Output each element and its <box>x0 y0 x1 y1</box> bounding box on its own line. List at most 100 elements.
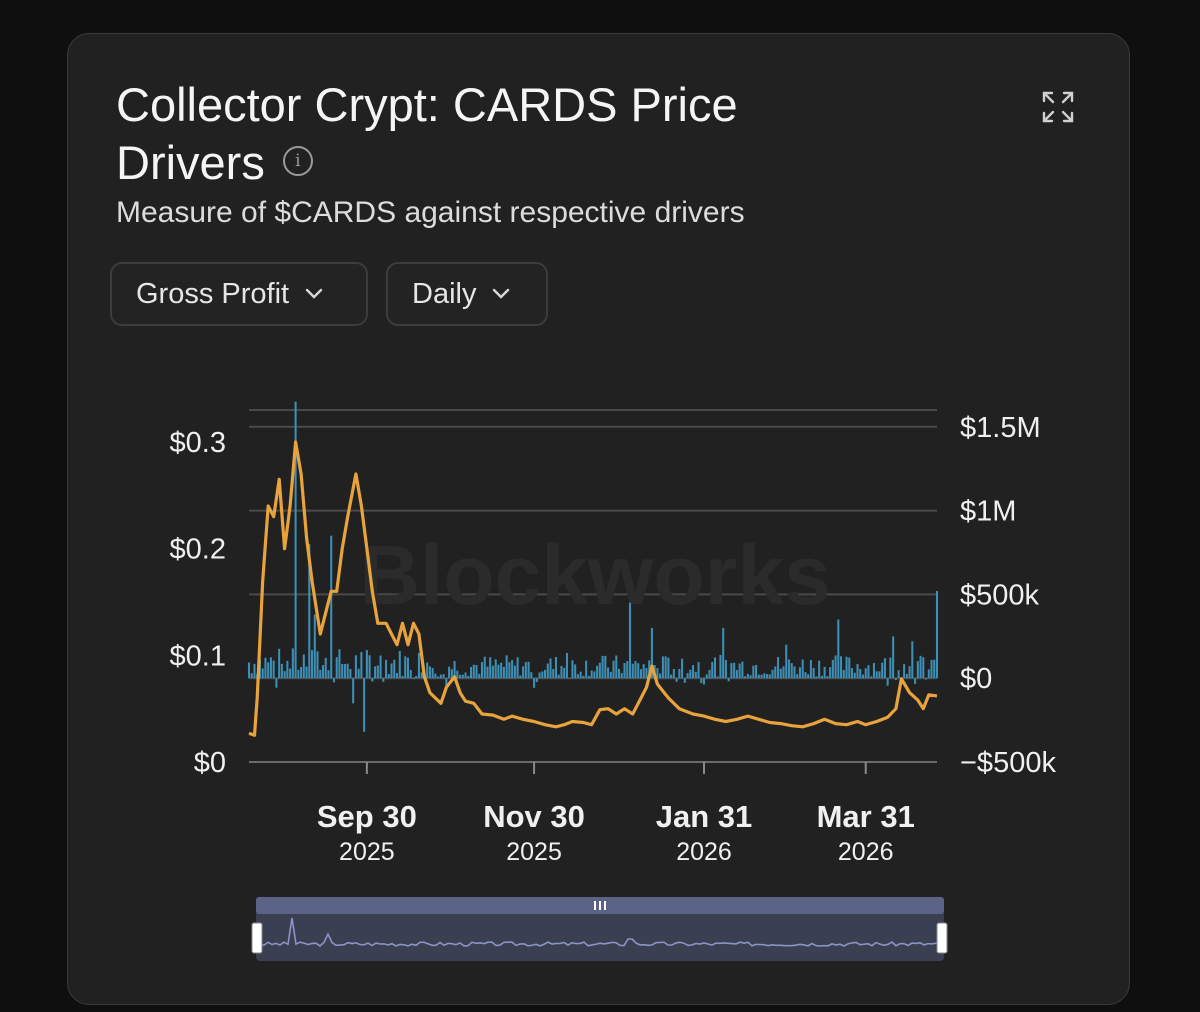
gross-profit-bar <box>554 657 558 679</box>
gross-profit-bar <box>861 674 865 679</box>
gross-profit-bar <box>922 657 925 679</box>
gross-profit-bar <box>387 673 390 679</box>
gross-profit-bar <box>313 614 316 679</box>
gross-profit-bar <box>428 666 431 679</box>
gross-profit-bar <box>826 676 829 679</box>
gross-profit-bar <box>645 668 648 679</box>
gross-profit-bar <box>269 657 272 679</box>
gross-profit-bar <box>642 664 645 679</box>
gross-profit-bar <box>678 668 681 679</box>
gross-profit-bar <box>557 674 560 679</box>
gross-profit-bar <box>867 665 870 679</box>
gross-profit-bar <box>390 663 393 679</box>
range-navigator[interactable] <box>251 897 948 961</box>
gross-profit-bar <box>289 668 292 679</box>
gross-profit-bar <box>664 656 667 679</box>
gross-profit-bar <box>752 665 755 679</box>
x-tick-label: Sep 30 <box>317 799 417 834</box>
gross-profit-bar <box>796 674 799 679</box>
gross-profit-bar <box>478 673 481 679</box>
gross-profit-bar <box>489 657 492 679</box>
gross-profit-bar <box>881 662 884 679</box>
gross-profit-bar <box>379 655 382 679</box>
gross-profit-bar <box>598 662 601 679</box>
gross-profit-bar <box>305 666 308 679</box>
gross-profit-bar <box>480 662 484 679</box>
gross-profit-bar <box>659 673 662 679</box>
expand-icon[interactable] <box>1041 90 1075 124</box>
y-right-tick-label: $0 <box>960 663 992 695</box>
gross-profit-bar <box>776 657 780 679</box>
gross-profit-bar <box>609 671 612 679</box>
gross-profit-bar <box>615 655 618 679</box>
interval-dropdown-label: Daily <box>412 277 477 310</box>
gross-profit-bar <box>883 658 886 679</box>
gross-profit-bar <box>297 669 300 679</box>
gross-profit-bar <box>692 665 695 679</box>
gross-profit-bar <box>848 657 851 679</box>
metric-dropdown[interactable]: Gross Profit <box>110 262 368 326</box>
y-left-tick-label: $0 <box>194 747 226 779</box>
x-axis: Sep 30 2025 Nov 30 2025 Jan 31 2026 Mar 31 2026 <box>317 762 915 866</box>
price-line <box>248 440 938 737</box>
gross-profit-bar <box>357 668 360 679</box>
navigator-left-handle <box>251 922 263 954</box>
gross-profit-bar <box>500 662 503 679</box>
gross-profit-bar <box>294 401 297 679</box>
gross-profit-bar <box>864 668 867 679</box>
gross-profit-bar <box>746 673 749 679</box>
gross-profit-bars <box>247 401 939 732</box>
gross-profit-bar <box>840 656 843 679</box>
gross-profit-bar <box>716 676 719 679</box>
gross-profit-bar <box>744 676 747 679</box>
info-icon[interactable]: i <box>282 145 313 176</box>
gross-profit-bar <box>459 674 462 679</box>
gross-profit-bar <box>639 669 642 679</box>
interval-dropdown[interactable]: Daily <box>386 262 548 326</box>
gross-profit-bar <box>713 657 717 679</box>
watermark: Blockworks <box>359 528 831 622</box>
gross-profit-bar <box>650 627 653 679</box>
gross-profit-bar <box>308 544 311 679</box>
gross-profit-bar <box>697 662 700 679</box>
gross-profit-bar <box>395 672 399 679</box>
gross-profit-bar <box>845 656 848 679</box>
gross-profit-bar <box>365 650 368 679</box>
gross-profit-bar <box>549 658 552 679</box>
gross-profit-bar <box>535 678 538 683</box>
gross-profit-bar <box>823 666 826 679</box>
gross-profit-bar <box>670 674 673 679</box>
gross-profit-bar <box>582 675 585 679</box>
gross-profit-bar <box>700 678 703 684</box>
gross-profit-bar <box>511 660 514 679</box>
gross-profit-bar <box>837 619 840 679</box>
gross-profit-bar <box>711 661 714 679</box>
gross-profit-bar <box>475 665 478 679</box>
gross-profit-bar <box>683 678 686 683</box>
gross-profit-bar <box>332 678 335 683</box>
gross-profit-bar <box>612 660 615 679</box>
gross-profit-bar <box>919 655 922 679</box>
gross-profit-bar <box>933 659 936 679</box>
gross-profit-bar <box>705 674 708 679</box>
gross-profit-bar <box>689 669 692 679</box>
gross-profit-bar <box>733 662 736 679</box>
gross-profit-bar <box>935 591 939 679</box>
gross-profit-bar <box>809 660 812 679</box>
chart-title-text: Collector Crypt: CARDS Price Drivers <box>116 78 738 189</box>
gross-profit-bar <box>782 666 785 679</box>
gross-profit-bar <box>368 655 371 679</box>
gross-profit-bar <box>343 664 346 679</box>
gross-profit-bar <box>434 673 437 679</box>
gross-profit-bar <box>875 671 878 679</box>
gross-profit-bar <box>330 535 333 679</box>
chart-card: Collector Crypt: CARDS Price Drivers i Me… <box>67 33 1130 1005</box>
gross-profit-bar <box>453 660 456 679</box>
gross-profit-bar <box>409 669 412 679</box>
gross-profit-bar <box>596 665 599 679</box>
gross-profit-bar <box>541 671 544 679</box>
gross-profit-bar <box>374 666 377 679</box>
gross-profit-bar <box>247 662 251 679</box>
gross-profit-bar <box>439 674 442 679</box>
gross-profit-bar <box>291 648 294 679</box>
